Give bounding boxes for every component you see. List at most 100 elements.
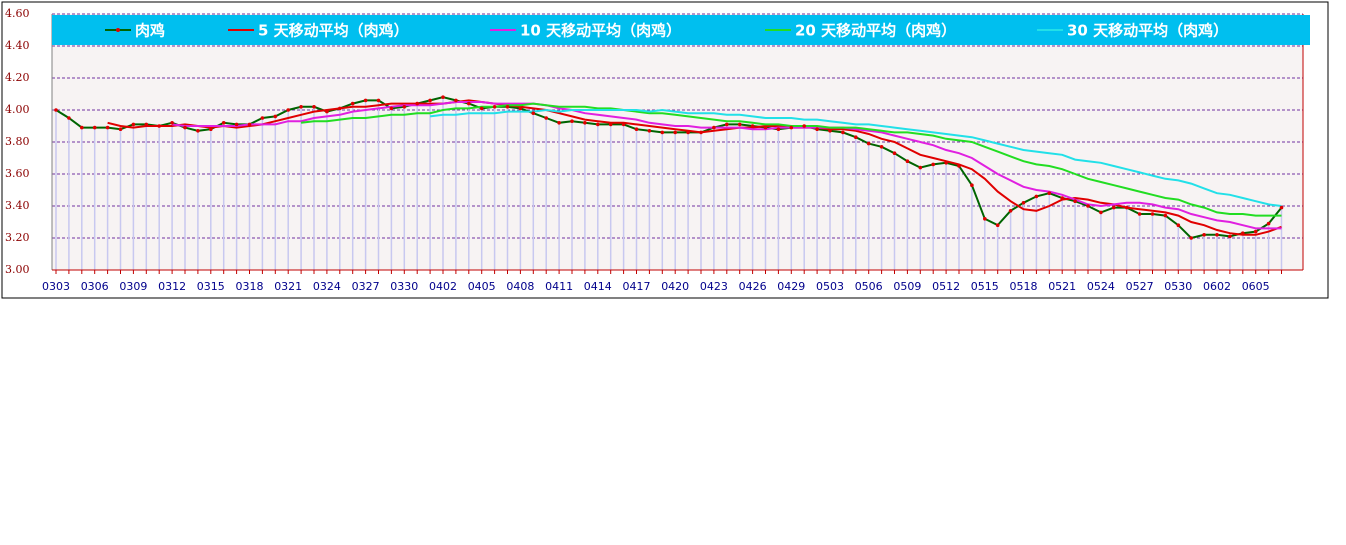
point-marker bbox=[1253, 229, 1258, 234]
legend-box bbox=[52, 15, 1310, 45]
point-marker bbox=[1112, 205, 1116, 210]
point-marker bbox=[596, 122, 600, 127]
x-tick-label: 0324 bbox=[313, 280, 341, 293]
point-marker bbox=[621, 122, 626, 127]
point-marker bbox=[686, 130, 690, 135]
point-marker bbox=[492, 105, 497, 109]
x-tick-label: 0503 bbox=[816, 280, 844, 293]
x-tick-label: 0518 bbox=[1010, 280, 1038, 293]
point-marker bbox=[1150, 212, 1155, 216]
point-marker bbox=[866, 141, 871, 146]
point-marker bbox=[531, 111, 536, 115]
x-tick-label: 0602 bbox=[1203, 280, 1231, 293]
point-marker bbox=[841, 130, 845, 135]
point-marker bbox=[221, 121, 226, 125]
legend-label: 肉鸡 bbox=[135, 22, 165, 40]
point-marker bbox=[118, 127, 123, 131]
point-marker bbox=[234, 122, 239, 127]
x-tick-label: 0512 bbox=[932, 280, 960, 293]
point-marker bbox=[1124, 205, 1129, 210]
x-tick-label: 0429 bbox=[777, 280, 805, 293]
legend-label: 10 天移动平均（肉鸡） bbox=[520, 22, 681, 40]
point-marker bbox=[737, 122, 742, 127]
point-marker bbox=[879, 145, 884, 149]
point-marker bbox=[312, 105, 316, 109]
point-marker bbox=[1008, 209, 1013, 213]
point-marker bbox=[1099, 210, 1103, 215]
x-tick-label: 0605 bbox=[1242, 280, 1270, 293]
x-tick-label: 0303 bbox=[42, 280, 70, 293]
legend-label: 30 天移动平均（肉鸡） bbox=[1067, 22, 1228, 40]
point-marker bbox=[905, 159, 910, 163]
drop-lines bbox=[55, 97, 1283, 270]
point-marker bbox=[995, 223, 1000, 227]
point-marker bbox=[544, 116, 548, 120]
legend-label: 20 天移动平均（肉鸡） bbox=[795, 22, 956, 40]
point-marker bbox=[789, 125, 794, 130]
legend: 肉鸡 5 天移动平均（肉鸡） 10 天移动平均（肉鸡） 20 天移动平均（肉鸡） 30 … bbox=[52, 15, 1310, 45]
x-tick-label: 0408 bbox=[506, 280, 534, 293]
x-tick-label: 0318 bbox=[236, 280, 264, 293]
point-marker bbox=[983, 217, 987, 221]
point-marker bbox=[1021, 201, 1026, 205]
point-marker bbox=[170, 121, 174, 125]
point-marker bbox=[479, 106, 484, 111]
point-marker bbox=[1047, 191, 1052, 195]
point-marker bbox=[209, 127, 213, 131]
x-tick-label: 0315 bbox=[197, 280, 225, 293]
y-tick-label: 3.60 bbox=[5, 167, 30, 180]
point-marker bbox=[1086, 204, 1090, 208]
x-tick-label: 0327 bbox=[352, 280, 380, 293]
x-tick-label: 0530 bbox=[1164, 280, 1192, 293]
grid bbox=[52, 13, 1303, 271]
point-marker bbox=[338, 106, 342, 111]
point-marker bbox=[350, 101, 355, 106]
point-marker bbox=[699, 130, 703, 135]
point-marker bbox=[763, 125, 768, 130]
point-marker bbox=[1202, 233, 1206, 237]
x-tick-label: 0423 bbox=[700, 280, 728, 293]
point-marker bbox=[1163, 213, 1168, 218]
point-marker bbox=[1137, 212, 1142, 216]
x-tick-label: 0411 bbox=[545, 280, 573, 293]
point-marker bbox=[1189, 236, 1193, 240]
y-tick-label: 4.00 bbox=[5, 103, 30, 116]
point-marker bbox=[260, 116, 265, 120]
series-lines bbox=[54, 95, 1284, 240]
axes: 3.00 3.20 3.40 3.60 3.80 4.00 4.20 4.40 4.60 0303… bbox=[5, 7, 1304, 293]
point-marker bbox=[299, 105, 303, 109]
point-marker bbox=[505, 105, 510, 109]
point-marker bbox=[363, 98, 368, 103]
x-tick-label: 0309 bbox=[119, 280, 147, 293]
point-marker bbox=[428, 98, 432, 103]
y-tick-label: 3.20 bbox=[5, 231, 30, 244]
x-tick-label: 0417 bbox=[623, 280, 651, 293]
point-marker bbox=[67, 116, 71, 120]
y-tick-label: 4.20 bbox=[5, 71, 30, 84]
point-marker bbox=[376, 98, 381, 103]
point-marker bbox=[196, 129, 200, 133]
point-marker bbox=[454, 98, 458, 103]
point-marker bbox=[467, 101, 471, 106]
point-marker bbox=[1241, 231, 1245, 235]
point-marker bbox=[1034, 194, 1039, 199]
point-marker bbox=[273, 114, 278, 119]
y-tick-label: 3.80 bbox=[5, 135, 30, 148]
point-marker bbox=[518, 106, 523, 111]
point-marker bbox=[92, 125, 97, 130]
x-tick-label: 0515 bbox=[971, 280, 999, 293]
point-marker bbox=[854, 135, 858, 139]
point-marker bbox=[892, 151, 897, 155]
point-marker bbox=[54, 108, 58, 112]
point-marker bbox=[1228, 234, 1232, 239]
point-marker bbox=[131, 122, 136, 127]
point-marker bbox=[608, 122, 613, 127]
x-tick-label: 0524 bbox=[1087, 280, 1115, 293]
x-tick-label: 0321 bbox=[274, 280, 302, 293]
point-marker bbox=[1176, 223, 1181, 227]
x-tick-label: 0426 bbox=[739, 280, 767, 293]
y-tick-label: 4.40 bbox=[5, 39, 30, 52]
point-marker bbox=[570, 119, 574, 123]
y-tick-label: 4.60 bbox=[5, 7, 30, 20]
point-marker bbox=[634, 127, 639, 131]
